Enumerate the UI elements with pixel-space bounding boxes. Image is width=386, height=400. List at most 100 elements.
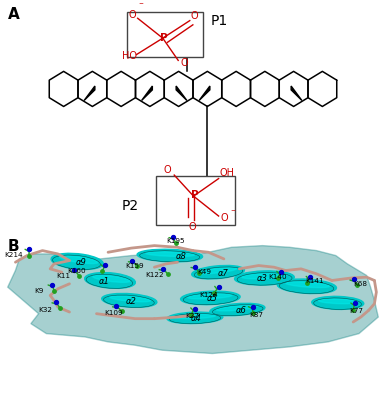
Text: K159: K159 xyxy=(125,262,144,268)
Text: α1: α1 xyxy=(98,277,109,286)
Ellipse shape xyxy=(242,274,286,279)
Text: K49: K49 xyxy=(197,269,211,275)
Text: K109: K109 xyxy=(104,310,123,316)
Point xyxy=(119,308,125,314)
Point xyxy=(71,267,78,274)
Point xyxy=(173,240,179,246)
Ellipse shape xyxy=(312,296,364,310)
Point xyxy=(275,275,281,281)
Text: K87: K87 xyxy=(249,312,263,318)
Point xyxy=(188,311,194,318)
Point xyxy=(196,269,202,276)
Point xyxy=(129,258,135,264)
Point xyxy=(170,234,176,240)
Point xyxy=(211,290,217,296)
Ellipse shape xyxy=(188,294,232,299)
Point xyxy=(99,268,105,274)
Ellipse shape xyxy=(59,256,98,264)
Text: HO: HO xyxy=(122,51,137,61)
Polygon shape xyxy=(291,86,302,100)
Text: K160: K160 xyxy=(68,268,86,274)
Text: K9: K9 xyxy=(35,288,44,294)
Point xyxy=(49,282,55,288)
Point xyxy=(215,284,222,290)
Text: α9: α9 xyxy=(75,258,86,267)
Ellipse shape xyxy=(192,266,244,279)
Text: O: O xyxy=(128,10,135,20)
Text: B: B xyxy=(8,239,19,254)
Text: O: O xyxy=(191,12,198,22)
Text: $^-$: $^-$ xyxy=(137,0,144,8)
Text: α2: α2 xyxy=(125,297,136,306)
Ellipse shape xyxy=(216,306,257,311)
Polygon shape xyxy=(142,86,152,100)
Text: P1: P1 xyxy=(210,14,228,28)
Text: K68: K68 xyxy=(353,281,367,287)
Text: K11: K11 xyxy=(56,273,70,279)
Text: α8: α8 xyxy=(176,252,186,261)
Ellipse shape xyxy=(198,268,237,274)
Text: α7: α7 xyxy=(218,268,229,278)
Text: $^-$: $^-$ xyxy=(229,207,237,216)
Text: α3: α3 xyxy=(257,274,267,283)
Ellipse shape xyxy=(146,252,195,256)
Point xyxy=(51,288,57,294)
Text: O: O xyxy=(163,165,171,175)
Text: α6: α6 xyxy=(235,306,246,315)
Point xyxy=(165,271,171,277)
Point xyxy=(351,276,357,283)
Polygon shape xyxy=(176,86,187,100)
Text: K140: K140 xyxy=(268,274,287,280)
Text: O: O xyxy=(220,213,228,223)
Ellipse shape xyxy=(277,279,337,294)
Text: K124: K124 xyxy=(199,292,217,298)
Point xyxy=(134,263,140,270)
Point xyxy=(26,252,32,259)
Point xyxy=(26,246,32,252)
Ellipse shape xyxy=(167,312,223,324)
Ellipse shape xyxy=(137,249,203,262)
Text: A: A xyxy=(8,7,19,22)
Polygon shape xyxy=(84,86,95,100)
Text: P: P xyxy=(160,32,168,42)
Point xyxy=(102,262,108,268)
Ellipse shape xyxy=(318,299,357,304)
Text: P2: P2 xyxy=(122,199,139,213)
Ellipse shape xyxy=(85,272,135,288)
Point xyxy=(159,266,166,272)
Text: OH: OH xyxy=(220,168,235,178)
Text: α4: α4 xyxy=(191,314,202,323)
Ellipse shape xyxy=(174,314,215,318)
Text: K77: K77 xyxy=(349,308,363,314)
Text: K32: K32 xyxy=(39,306,52,312)
Ellipse shape xyxy=(102,294,157,307)
Text: K122: K122 xyxy=(145,272,163,278)
Point xyxy=(113,302,119,309)
Point xyxy=(304,280,310,286)
Ellipse shape xyxy=(285,282,330,288)
Polygon shape xyxy=(8,246,378,354)
Bar xyxy=(127,12,203,57)
Point xyxy=(76,273,82,279)
Ellipse shape xyxy=(110,296,151,302)
Point xyxy=(191,306,198,312)
Point xyxy=(278,269,284,275)
Text: P: P xyxy=(191,190,198,200)
Point xyxy=(352,300,358,306)
Ellipse shape xyxy=(210,303,265,316)
Text: K27: K27 xyxy=(185,313,199,319)
Bar xyxy=(156,176,235,225)
Polygon shape xyxy=(199,86,210,100)
Point xyxy=(307,274,313,280)
Ellipse shape xyxy=(235,271,294,285)
Text: K195: K195 xyxy=(166,238,185,244)
Text: O: O xyxy=(189,222,196,232)
Point xyxy=(53,299,59,305)
Point xyxy=(250,310,256,316)
Text: K214: K214 xyxy=(4,252,22,258)
Text: K141: K141 xyxy=(305,278,323,284)
Text: α5: α5 xyxy=(207,294,217,303)
Point xyxy=(249,304,256,310)
Point xyxy=(354,282,360,289)
Text: O: O xyxy=(180,58,188,68)
